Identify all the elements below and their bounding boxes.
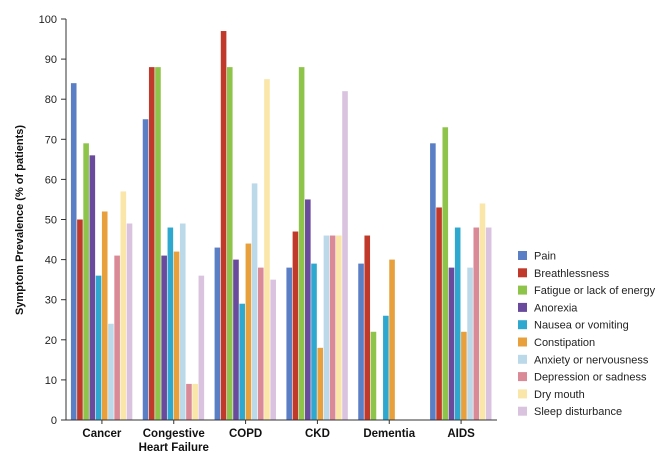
legend-swatch [518, 354, 527, 364]
bar [479, 203, 486, 420]
legend-swatch [518, 372, 527, 382]
y-tick-label: 90 [45, 54, 57, 66]
legend-swatch [518, 285, 527, 295]
bar [323, 235, 330, 420]
legend-swatch [518, 337, 527, 347]
bar [192, 383, 198, 420]
bar [77, 219, 83, 420]
x-tick-label: CKD [305, 428, 330, 440]
bar [270, 279, 276, 420]
x-tick-label: Congestive Heart Failure [139, 428, 209, 454]
bar-groups [70, 31, 492, 421]
bar [257, 267, 264, 420]
bar [173, 251, 180, 420]
bar [442, 127, 449, 421]
bar [239, 303, 245, 420]
bar [286, 267, 293, 420]
bar [342, 91, 348, 421]
legend-label: Anxiety or nervousness [534, 354, 649, 366]
bar [233, 259, 239, 420]
legend-swatch [518, 302, 527, 312]
bar [311, 263, 317, 420]
y-tick-label: 50 [45, 215, 57, 227]
y-tick-label: 20 [45, 335, 57, 347]
bar [198, 275, 205, 420]
bar [214, 247, 221, 420]
bar [298, 67, 305, 421]
bar [454, 227, 461, 420]
bar [83, 143, 89, 420]
x-tick-label: Dementia [363, 428, 415, 440]
y-axis: 0 10 20 30 40 50 60 70 80 90 100 [39, 14, 67, 427]
bar [358, 263, 364, 420]
bar [220, 31, 227, 421]
bar [336, 235, 342, 420]
y-tick-label: 30 [45, 295, 57, 307]
legend-swatch [518, 268, 527, 278]
bar [430, 143, 436, 420]
bar [155, 67, 161, 421]
bar [120, 191, 127, 420]
bar [383, 315, 389, 420]
bar [95, 275, 102, 420]
legend: Pain Breathlessness Fatigue or lack of ene… [518, 251, 656, 418]
x-tick-label: AIDS [447, 428, 475, 440]
bar [251, 183, 258, 420]
legend-label: Anorexia [534, 302, 578, 314]
bar [329, 235, 336, 420]
bar [167, 227, 174, 420]
legend-label: Nausea or vomiting [534, 320, 629, 332]
x-tick-label: COPD [229, 428, 262, 440]
bar [461, 331, 467, 420]
y-tick-label: 80 [45, 94, 57, 106]
legend-label: Depression or sadness [534, 372, 647, 384]
bar [485, 227, 492, 420]
bar [226, 67, 233, 421]
x-tick-label: Cancer [82, 428, 122, 440]
bar [101, 211, 108, 420]
bar [179, 223, 186, 420]
legend-label: Dry mouth [534, 389, 585, 401]
y-tick-label: 70 [45, 134, 57, 146]
bar [142, 119, 149, 420]
bar [448, 267, 455, 420]
legend-label: Breathlessness [534, 268, 610, 280]
bar [370, 331, 377, 420]
y-tick-label: 10 [45, 375, 57, 387]
y-tick-label: 100 [39, 14, 57, 26]
bar [126, 223, 133, 420]
bar [364, 235, 371, 420]
y-tick-label: 40 [45, 255, 57, 267]
bar [161, 255, 167, 420]
bar [473, 227, 480, 420]
legend-label: Fatigue or lack of energy [534, 285, 656, 297]
bar [108, 323, 114, 420]
y-tick-label: 60 [45, 174, 57, 186]
bar [89, 155, 96, 420]
legend-swatch [518, 251, 527, 260]
bar [292, 231, 299, 420]
y-tick-label: 0 [51, 415, 57, 427]
bar [148, 67, 155, 421]
bar [389, 259, 395, 420]
bar [70, 83, 77, 420]
bar [436, 207, 442, 420]
legend-label: Pain [534, 251, 556, 263]
x-axis: Cancer Congestive Heart Failure COPD CKD Deme… [66, 419, 497, 454]
y-axis-label: Symptom Prevalence (% of patients) [14, 125, 26, 315]
legend-swatch [518, 406, 527, 416]
legend-label: Constipation [534, 337, 595, 349]
legend-swatch [518, 320, 527, 330]
bar [264, 79, 270, 421]
legend-swatch [518, 389, 527, 399]
bar [305, 199, 311, 420]
bar [317, 347, 324, 420]
bar [114, 255, 120, 420]
bar [245, 243, 252, 420]
bar [467, 267, 473, 420]
legend-label: Sleep disturbance [534, 406, 622, 418]
bar [186, 383, 192, 420]
